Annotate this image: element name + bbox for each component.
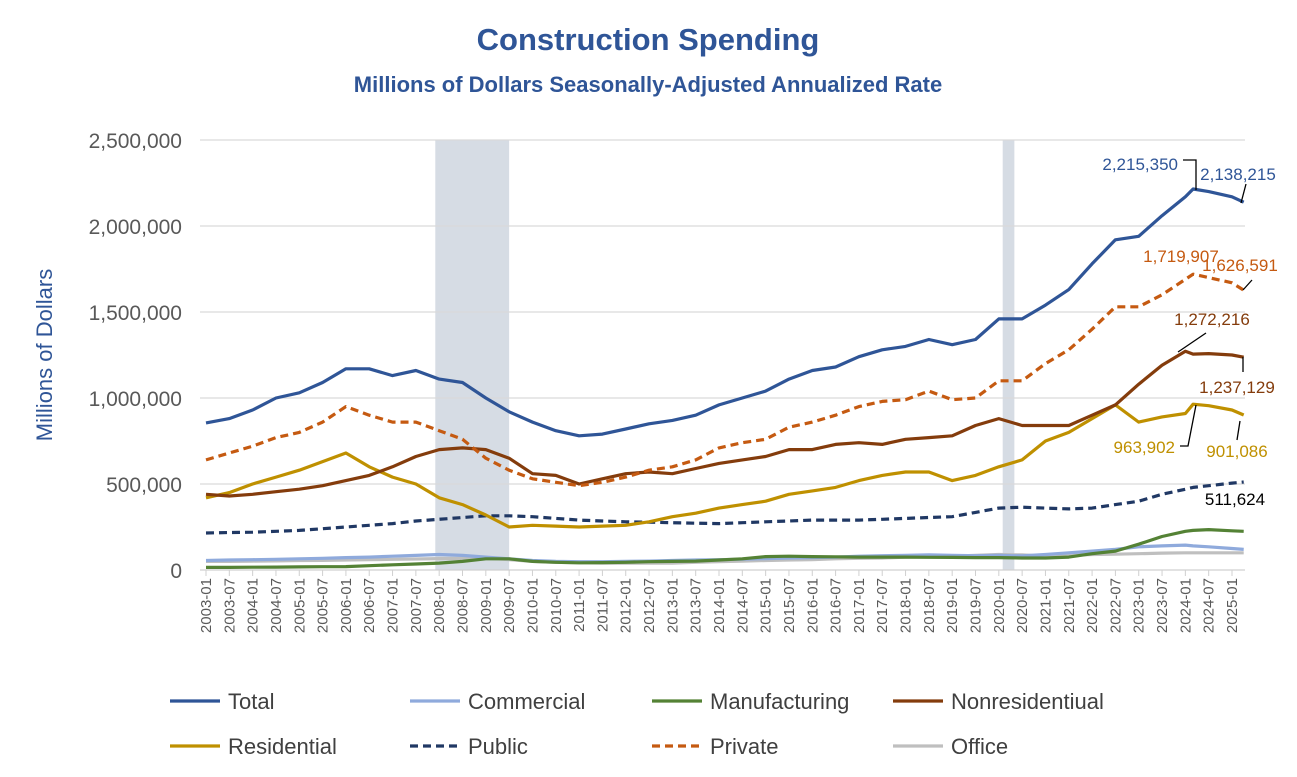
annotation-total-latest: 2,138,215 — [1200, 165, 1276, 184]
y-tick-label: 2,000,000 — [89, 216, 182, 239]
legend-label-private: Private — [710, 734, 778, 759]
annotation-residential-latest: 901,086 — [1206, 442, 1267, 461]
annotation-private-peak: 1,719,907 — [1143, 247, 1219, 266]
x-tick-label: 2010-01 — [524, 578, 541, 633]
y-tick-label: 1,000,000 — [89, 388, 182, 411]
x-tick-labels: 2003-01 2003-07 2004-01 2004-07 2005-01 2005-… — [198, 578, 1241, 633]
x-tick-label: 2023-01 — [1131, 578, 1148, 633]
y-tick-label: 0 — [170, 560, 182, 583]
annotation-private-latest: 1,626,591 — [1202, 256, 1278, 275]
x-tick-label: 2022-07 — [1107, 578, 1124, 633]
series-lines — [205, 187, 1245, 570]
recession-band — [1002, 140, 1015, 570]
y-tick-label: 500,000 — [106, 474, 182, 497]
x-tick-label: 2013-07 — [688, 578, 705, 633]
x-tick-label: 2017-01 — [851, 578, 868, 633]
series-line-nonresidentiual — [205, 349, 1244, 498]
annotation-total-peak: 2,215,350 — [1102, 155, 1178, 174]
y-tick-labels: 0 500,000 1,000,000 1,500,000 2,000,000 2,500… — [89, 130, 182, 583]
x-tick-label: 2016-07 — [828, 578, 845, 633]
x-tick-label: 2008-07 — [455, 578, 472, 633]
x-tick-label: 2005-01 — [291, 578, 308, 633]
legend: Total Commercial Manufacturing Nonresidenti… — [170, 689, 1104, 759]
legend-label-nonresidentiual: Nonresidentiual — [951, 689, 1104, 714]
x-tick-label: 2007-07 — [408, 578, 425, 633]
data-annotations: 2,215,350 2,138,215 1,719,907 1,626,591 … — [1102, 155, 1277, 509]
x-tick-label: 2011-01 — [571, 578, 588, 632]
annotation-leader — [1183, 159, 1197, 190]
annotation-leader — [1242, 279, 1253, 291]
series-line-manufacturing — [206, 527, 1244, 570]
y-tick-label: 1,500,000 — [89, 302, 182, 325]
x-tick-label: 2003-01 — [198, 578, 215, 633]
x-tick-label: 2020-07 — [1014, 578, 1031, 633]
series-line-total — [205, 187, 1245, 438]
annotation-public-latest: 511,624 — [1205, 490, 1265, 509]
x-tick-label: 2017-07 — [874, 578, 891, 633]
x-tick-label: 2006-07 — [361, 578, 378, 633]
x-tick-label: 2016-01 — [804, 578, 821, 633]
x-tick-label: 2014-07 — [734, 578, 751, 633]
series-line-residential — [205, 402, 1245, 529]
annotation-nonres-latest: 1,237,129 — [1199, 378, 1275, 397]
x-tick-label: 2023-07 — [1154, 578, 1171, 633]
x-tick-label: 2004-07 — [268, 578, 285, 633]
x-tick-label: 2018-07 — [921, 578, 938, 633]
annotation-nonres-peak: 1,272,216 — [1174, 310, 1250, 329]
legend-label-public: Public — [468, 734, 528, 759]
chart-title: Construction Spending — [477, 22, 820, 57]
x-tick-label: 2004-01 — [245, 578, 262, 633]
legend-label-manufacturing: Manufacturing — [710, 689, 849, 714]
annotation-residential-peak: 963,902 — [1114, 438, 1175, 457]
legend-label-office: Office — [951, 734, 1008, 759]
y-tick-label: 2,500,000 — [89, 130, 182, 153]
x-tick-label: 2015-01 — [758, 578, 775, 633]
x-tick-label: 2022-01 — [1084, 578, 1101, 633]
x-tick-label: 2009-01 — [478, 578, 495, 633]
x-tick-label: 2021-01 — [1037, 578, 1054, 633]
x-tick-label: 2009-07 — [501, 578, 518, 633]
x-tick-label: 2019-01 — [944, 578, 961, 633]
x-tick-label: 2012-07 — [641, 578, 658, 633]
annotation-leader — [1180, 404, 1197, 447]
x-tick-label: 2021-07 — [1061, 578, 1078, 633]
x-tick-label: 2010-07 — [548, 578, 565, 633]
x-tick-label: 2006-01 — [338, 578, 355, 633]
x-tick-label: 2003-07 — [221, 578, 238, 633]
recession-band — [435, 140, 510, 570]
x-tick-label: 2018-01 — [898, 578, 915, 633]
x-tick-label: 2024-01 — [1177, 578, 1194, 633]
x-tick-label: 2013-01 — [664, 578, 681, 633]
annotation-leader — [1240, 183, 1247, 204]
recession-shading — [435, 140, 1015, 570]
x-tick-label: 2019-07 — [968, 578, 985, 633]
series-line-private — [205, 272, 1245, 488]
legend-label-residential: Residential — [228, 734, 337, 759]
x-tick-label: 2008-01 — [431, 578, 448, 633]
x-tick-label: 2024-07 — [1201, 578, 1218, 633]
legend-label-commercial: Commercial — [468, 689, 585, 714]
series-line-public — [205, 480, 1244, 535]
x-tick-label: 2011-07 — [594, 578, 611, 632]
x-tick-label: 2005-07 — [315, 578, 332, 633]
x-tick-label: 2014-01 — [711, 578, 728, 633]
x-tick-label: 2020-01 — [991, 578, 1008, 633]
x-tick-label: 2015-07 — [781, 578, 798, 633]
x-tick-label: 2025-01 — [1224, 578, 1241, 633]
x-tick-label: 2007-01 — [385, 578, 402, 633]
y-axis-title: Millions of Dollars — [32, 269, 57, 441]
chart-subtitle: Millions of Dollars Seasonally-Adjusted … — [354, 72, 942, 97]
annotation-leader — [1236, 420, 1241, 441]
legend-label-total: Total — [228, 689, 274, 714]
gridlines — [200, 139, 1245, 576]
x-tick-label: 2012-01 — [618, 578, 635, 633]
annotation-leader — [1177, 332, 1207, 353]
